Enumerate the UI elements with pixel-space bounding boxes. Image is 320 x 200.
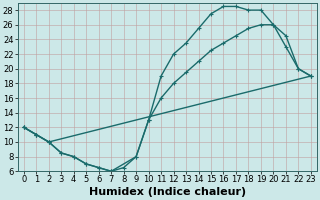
X-axis label: Humidex (Indice chaleur): Humidex (Indice chaleur) (89, 187, 246, 197)
